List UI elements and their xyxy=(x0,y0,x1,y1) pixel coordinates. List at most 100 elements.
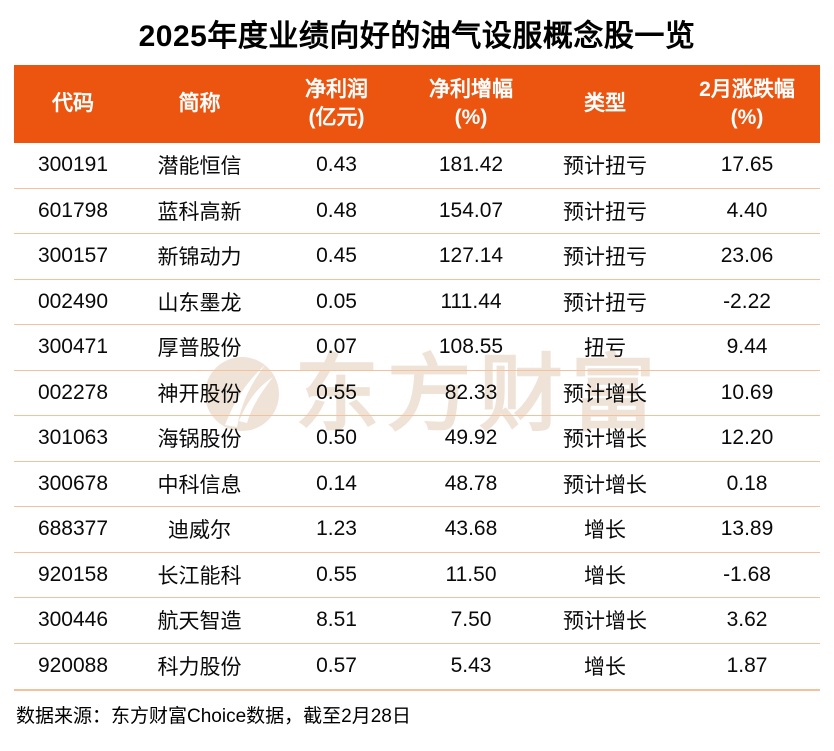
table-cell-code: 920158 xyxy=(37,562,109,586)
table-cell-net-profit: 0.57 xyxy=(316,654,357,678)
table-row: 688377 迪威尔 1.23 43.68 增长 13.89 xyxy=(14,507,820,553)
column-header-unit: (%) xyxy=(730,106,764,129)
table-cell-type: 预计增长 xyxy=(563,428,647,452)
watermark-text: 东方财富 xyxy=(295,347,664,441)
table-cell-profit-growth: 11.50 xyxy=(445,562,497,586)
table-body: 300191 潜能恒信 0.43 181.42 预计扭亏 17.65 601798 蓝科高新 0… xyxy=(14,143,820,691)
table-cell-net-profit: 0.55 xyxy=(316,380,357,404)
table-row: 300471 厚普股份 0.07 108.55 扭亏 9.44 xyxy=(14,325,820,371)
eastmoney-logo-icon xyxy=(205,357,279,431)
table-cell-type: 预计扭亏 xyxy=(563,200,647,224)
table-cell-type: 预计增长 xyxy=(563,610,647,634)
table-cell-type: 预计扭亏 xyxy=(563,246,647,270)
table-cell-code: 002278 xyxy=(37,380,109,404)
table-cell-code: 601798 xyxy=(37,198,109,222)
table-cell-type: 预计扭亏 xyxy=(563,291,647,315)
table-cell-code: 300157 xyxy=(37,244,109,268)
table-row: 601798 蓝科高新 0.48 154.07 预计扭亏 4.40 xyxy=(14,189,820,234)
column-header-label: 类型 xyxy=(584,91,626,115)
table-row: 300157 新锦动力 0.45 127.14 预计扭亏 23.06 xyxy=(14,234,820,280)
table-cell-profit-growth: 181.42 xyxy=(438,153,504,177)
column-header-type: 类型 xyxy=(536,65,674,143)
table-cell-name: 潜能恒信 xyxy=(157,155,242,179)
table-cell-type: 增长 xyxy=(584,564,626,588)
table-cell-feb-change: 0.18 xyxy=(726,471,768,495)
column-header-label: 代码 xyxy=(52,91,94,115)
table-cell-type: 增长 xyxy=(584,656,626,680)
table-row: 300446 航天智造 8.51 7.50 预计增长 3.62 xyxy=(14,598,820,644)
table-cell-name: 新锦动力 xyxy=(157,246,242,270)
table-cell-feb-change: 23.06 xyxy=(720,244,774,268)
table-cell-net-profit: 0.50 xyxy=(316,426,357,450)
table-row: 002278 神开股份 0.55 82.33 预计增长 10.69 xyxy=(14,371,820,416)
table-row: 920158 长江能科 0.55 11.50 增长 -1.68 xyxy=(14,553,820,598)
table-cell-net-profit: 0.45 xyxy=(316,244,357,268)
table-cell-feb-change: 1.87 xyxy=(726,654,768,678)
table-cell-net-profit: 0.14 xyxy=(316,471,357,495)
table-cell-net-profit: 8.51 xyxy=(316,608,357,632)
table-row: 301063 海锅股份 0.50 49.92 预计增长 12.20 xyxy=(14,416,820,462)
table-cell-net-profit: 0.48 xyxy=(316,198,357,222)
table-cell-name: 长江能科 xyxy=(157,564,242,588)
table-cell-name: 海锅股份 xyxy=(157,428,242,452)
table-cell-type: 预计扭亏 xyxy=(563,155,647,179)
table-cell-code: 300191 xyxy=(37,153,109,177)
table-cell-feb-change: 3.62 xyxy=(726,608,768,632)
table-cell-type: 扭亏 xyxy=(584,337,626,361)
table-cell-feb-change: 13.89 xyxy=(720,517,774,541)
column-header-profit-growth: 净利增幅 (%) xyxy=(406,65,536,143)
column-header-label: 净利增幅 xyxy=(429,77,513,101)
column-header-label: 净利润 xyxy=(305,77,368,101)
column-header-feb-change: 2月涨跌幅 (%) xyxy=(674,65,820,143)
column-header-name: 简称 xyxy=(132,65,267,143)
stock-table: 代码 简称 净利润 (亿元) 净利增幅 (%) 类型 2月涨跌幅 (%) 300191 潜能恒信 0… xyxy=(14,65,820,691)
table-cell-net-profit: 0.05 xyxy=(316,289,357,313)
table-cell-profit-growth: 127.14 xyxy=(438,244,504,268)
table-cell-feb-change: -1.68 xyxy=(723,562,771,586)
table-cell-feb-change: 12.20 xyxy=(720,426,774,450)
table-cell-net-profit: 0.07 xyxy=(316,335,357,359)
table-cell-profit-growth: 43.68 xyxy=(444,517,498,541)
table-cell-profit-growth: 111.44 xyxy=(440,289,502,313)
table-cell-code: 300446 xyxy=(37,608,109,632)
table-cell-name: 迪威尔 xyxy=(168,519,231,543)
table-cell-code: 300678 xyxy=(37,471,109,495)
table-cell-code: 920088 xyxy=(37,654,109,678)
table-cell-type: 增长 xyxy=(584,519,626,543)
table-cell-net-profit: 0.43 xyxy=(316,153,357,177)
column-header-label: 2月涨跌幅 xyxy=(699,77,795,101)
table-row: 920088 科力股份 0.57 5.43 增长 1.87 xyxy=(14,644,820,690)
table-row: 300191 潜能恒信 0.43 181.42 预计扭亏 17.65 xyxy=(14,143,820,189)
data-source-note: 数据来源：东方财富Choice数据，截至2月28日 xyxy=(16,706,411,727)
table-cell-feb-change: -2.22 xyxy=(723,289,771,313)
table-header-row: 代码 简称 净利润 (亿元) 净利增幅 (%) 类型 2月涨跌幅 (%) xyxy=(14,65,820,143)
column-header-net-profit: 净利润 (亿元) xyxy=(267,65,406,143)
table-cell-feb-change: 17.65 xyxy=(720,153,774,177)
table-cell-name: 山东墨龙 xyxy=(157,291,242,315)
column-header-label: 简称 xyxy=(178,91,221,115)
table-cell-profit-growth: 154.07 xyxy=(438,198,504,222)
table-row: 002490 山东墨龙 0.05 111.44 预计扭亏 -2.22 xyxy=(14,280,820,325)
table-cell-profit-growth: 48.78 xyxy=(444,471,498,495)
page-title: 2025年度业绩向好的油气设服概念股一览 xyxy=(138,20,696,53)
table-cell-profit-growth: 108.55 xyxy=(438,335,504,359)
table-cell-feb-change: 9.44 xyxy=(726,335,768,359)
column-header-unit: (亿元) xyxy=(308,106,365,129)
table-cell-name: 科力股份 xyxy=(157,656,242,680)
table-cell-name: 厚普股份 xyxy=(157,337,242,361)
table-cell-name: 蓝科高新 xyxy=(157,200,242,224)
table-cell-name: 中科信息 xyxy=(157,473,242,497)
column-header-unit: (%) xyxy=(454,106,488,129)
table-row: 300678 中科信息 0.14 48.78 预计增长 0.18 xyxy=(14,462,820,507)
table-cell-profit-growth: 82.33 xyxy=(444,380,498,404)
table-cell-code: 301063 xyxy=(37,426,109,450)
table-cell-type: 预计增长 xyxy=(563,382,647,406)
table-cell-feb-change: 10.69 xyxy=(720,380,774,404)
table-cell-feb-change: 4.40 xyxy=(726,198,768,222)
table-cell-code: 688377 xyxy=(37,517,109,541)
table-cell-net-profit: 0.55 xyxy=(316,562,357,586)
table-cell-code: 300471 xyxy=(37,335,109,359)
table-cell-name: 神开股份 xyxy=(157,382,242,406)
table-cell-net-profit: 1.23 xyxy=(316,517,357,541)
